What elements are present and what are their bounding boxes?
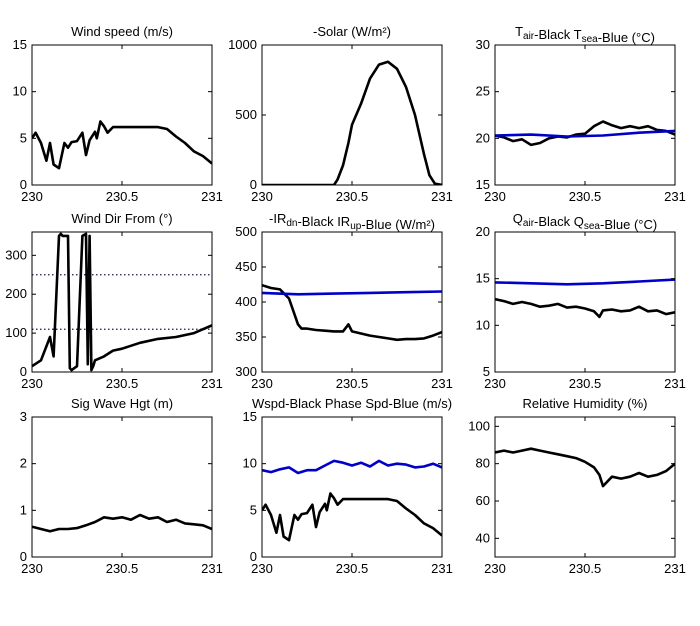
x-tick-label: 230.5 bbox=[336, 561, 369, 576]
panel-8: Wspd-Black Phase Spd-Blue (m/s) 230 230.5 2… bbox=[243, 396, 453, 576]
y-tick-label: 5 bbox=[483, 364, 490, 379]
x-tick-label: 231 bbox=[201, 376, 223, 391]
axes-box bbox=[31, 416, 213, 558]
chart-title: Sig Wave Hgt (m) bbox=[71, 396, 173, 411]
y-tick-label: 3 bbox=[20, 409, 27, 424]
panel-3: Tair-Black Tsea-Blue (°C) 230 230.5 231 15 20… bbox=[476, 24, 686, 204]
chart-title: -IRdn-Black IRup-Blue (W/m²) bbox=[269, 211, 435, 232]
x-tick-label: 231 bbox=[664, 189, 686, 204]
y-tick-label: 10 bbox=[476, 317, 490, 332]
y-tick-label: 100 bbox=[468, 418, 490, 433]
x-tick-label: 231 bbox=[664, 376, 686, 391]
x-tick-label: 231 bbox=[431, 189, 453, 204]
chart-title: Wind Dir From (°) bbox=[71, 211, 172, 226]
y-tick-label: 10 bbox=[13, 84, 27, 99]
y-tick-label: 450 bbox=[235, 259, 257, 274]
series-line-1 bbox=[495, 120, 675, 147]
y-tick-label: 400 bbox=[235, 294, 257, 309]
y-tick-label: 200 bbox=[5, 286, 27, 301]
y-tick-label: 1 bbox=[20, 502, 27, 517]
y-tick-label: 15 bbox=[13, 37, 27, 52]
y-tick-label: 100 bbox=[5, 325, 27, 340]
axes-box bbox=[494, 416, 676, 558]
y-tick-label: 2 bbox=[20, 456, 27, 471]
y-tick-label: 0 bbox=[20, 364, 27, 379]
series-line-2 bbox=[495, 278, 675, 286]
y-tick-label: 15 bbox=[243, 409, 257, 424]
x-tick-label: 230 bbox=[484, 561, 506, 576]
y-tick-label: 300 bbox=[235, 364, 257, 379]
series-line-2 bbox=[495, 129, 675, 138]
y-tick-label: 20 bbox=[476, 130, 490, 145]
chart-title: -Solar (W/m²) bbox=[313, 24, 391, 39]
x-tick-label: 230 bbox=[21, 376, 43, 391]
y-tick-label: 1000 bbox=[228, 37, 257, 52]
x-tick-label: 230.5 bbox=[569, 376, 602, 391]
chart-title: Relative Humidity (%) bbox=[523, 396, 648, 411]
panel-1: Wind speed (m/s) 230 230.5 231 0 5 10 15 bbox=[13, 24, 223, 204]
chart-title: Wspd-Black Phase Spd-Blue (m/s) bbox=[252, 396, 452, 411]
y-tick-label: 5 bbox=[250, 502, 257, 517]
x-tick-label: 231 bbox=[431, 561, 453, 576]
chart-title: Qair-Black Qsea-Blue (°C) bbox=[513, 211, 657, 232]
y-tick-label: 5 bbox=[20, 130, 27, 145]
series-line-1 bbox=[262, 60, 442, 185]
y-tick-label: 350 bbox=[235, 329, 257, 344]
y-tick-label: 300 bbox=[5, 247, 27, 262]
y-tick-label: 80 bbox=[476, 456, 490, 471]
x-tick-label: 230 bbox=[251, 189, 273, 204]
y-tick-label: 0 bbox=[20, 177, 27, 192]
series-line-2 bbox=[262, 459, 442, 475]
x-tick-label: 230 bbox=[484, 376, 506, 391]
y-tick-label: 0 bbox=[20, 549, 27, 564]
x-tick-label: 230 bbox=[21, 189, 43, 204]
y-tick-label: 40 bbox=[476, 530, 490, 545]
series-line-2 bbox=[262, 290, 442, 296]
axes-box bbox=[494, 44, 676, 186]
y-tick-label: 20 bbox=[476, 224, 490, 239]
y-tick-label: 15 bbox=[476, 271, 490, 286]
x-tick-label: 230.5 bbox=[106, 561, 139, 576]
x-tick-label: 230.5 bbox=[569, 189, 602, 204]
y-tick-label: 0 bbox=[250, 177, 257, 192]
y-tick-label: 30 bbox=[476, 37, 490, 52]
panel-5: -IRdn-Black IRup-Blue (W/m²) 230 230.5 231 3… bbox=[235, 211, 453, 391]
panel-2: -Solar (W/m²) 230 230.5 231 0 500 1000 bbox=[228, 24, 453, 204]
x-tick-label: 230 bbox=[251, 376, 273, 391]
x-tick-label: 230.5 bbox=[336, 376, 369, 391]
x-tick-label: 230.5 bbox=[106, 376, 139, 391]
x-tick-label: 230 bbox=[21, 561, 43, 576]
chart-title: Tair-Black Tsea-Blue (°C) bbox=[515, 24, 655, 45]
panel-4: Wind Dir From (°) 230 230.5 231 0 100 200 300 bbox=[5, 211, 223, 391]
series-line-1 bbox=[32, 120, 212, 170]
series-line-1 bbox=[262, 283, 442, 342]
x-tick-label: 231 bbox=[664, 561, 686, 576]
x-tick-label: 230.5 bbox=[569, 561, 602, 576]
x-tick-label: 230.5 bbox=[336, 189, 369, 204]
series-line-1 bbox=[262, 492, 442, 542]
x-tick-label: 231 bbox=[201, 189, 223, 204]
x-tick-label: 230 bbox=[251, 561, 273, 576]
series-line-1 bbox=[495, 297, 675, 319]
chart-title: Wind speed (m/s) bbox=[71, 24, 173, 39]
y-tick-label: 15 bbox=[476, 177, 490, 192]
series-line-1 bbox=[32, 232, 212, 372]
panel-6: Qair-Black Qsea-Blue (°C) 230 230.5 231 5 10 1… bbox=[476, 211, 686, 391]
panel-9: Relative Humidity (%) 230 230.5 231 40 60 80 10… bbox=[468, 396, 686, 576]
y-tick-label: 10 bbox=[243, 456, 257, 471]
y-tick-label: 500 bbox=[235, 224, 257, 239]
y-tick-label: 60 bbox=[476, 493, 490, 508]
y-tick-label: 500 bbox=[235, 107, 257, 122]
y-tick-label: 0 bbox=[250, 549, 257, 564]
x-tick-label: 230 bbox=[484, 189, 506, 204]
series-line-1 bbox=[495, 447, 675, 488]
panel-7: Sig Wave Hgt (m) 230 230.5 231 0 1 2 3 bbox=[20, 396, 223, 576]
x-tick-label: 230.5 bbox=[106, 189, 139, 204]
x-tick-label: 231 bbox=[431, 376, 453, 391]
series-line-1 bbox=[32, 513, 212, 533]
x-tick-label: 231 bbox=[201, 561, 223, 576]
y-tick-label: 25 bbox=[476, 84, 490, 99]
